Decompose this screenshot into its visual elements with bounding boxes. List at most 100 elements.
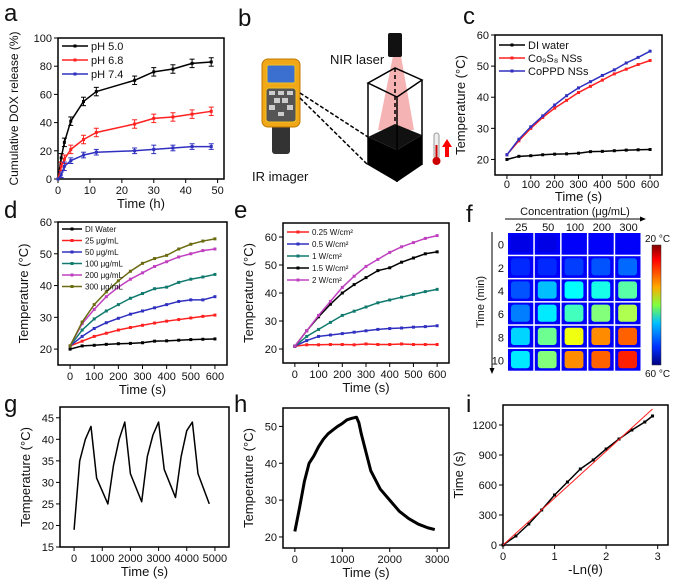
x-tick-label: 400 <box>157 371 175 383</box>
series-line <box>502 415 653 546</box>
series-series-1 <box>502 408 653 546</box>
plot-frame <box>282 407 450 549</box>
x-tick-label: 0 <box>500 551 506 563</box>
x-tick-label: 600 <box>428 369 446 381</box>
y-tick-label: 60 <box>265 232 277 244</box>
heatmap-column-label: 100 <box>566 222 584 234</box>
series-series-0 <box>293 415 436 532</box>
data-point <box>177 255 181 259</box>
data-point <box>153 264 157 268</box>
series-DI water <box>505 147 652 161</box>
plot-frame <box>59 406 230 548</box>
data-point <box>116 303 120 307</box>
data-point <box>177 338 181 342</box>
heatmap-column-label: 50 <box>542 222 554 234</box>
legend-marker <box>296 266 300 270</box>
legend-marker <box>73 58 77 62</box>
data-point <box>116 328 120 332</box>
data-point <box>328 343 332 347</box>
data-point <box>364 264 368 268</box>
data-point <box>190 61 194 65</box>
data-point <box>317 313 321 317</box>
legend-label: 100 μg/mL <box>85 259 124 268</box>
legend-label: DI Water <box>85 225 117 234</box>
data-point <box>527 522 531 526</box>
y-axis-label: Temperature (°C) <box>16 244 31 344</box>
colorbar-bottom-label: 60 °C <box>645 369 670 380</box>
data-point <box>435 234 439 238</box>
series-2 W/cm² <box>293 234 439 348</box>
data-point <box>565 94 569 98</box>
data-point <box>153 321 157 325</box>
nir-laser-icon <box>378 33 414 130</box>
x-tick-label: 2 <box>603 551 609 563</box>
series-1 W/cm² <box>293 287 439 348</box>
data-point <box>578 467 582 471</box>
concentration-arrow-head <box>640 216 646 222</box>
data-point <box>340 291 344 295</box>
data-point <box>177 247 181 251</box>
x-tick-label: 400 <box>381 369 399 381</box>
data-point <box>376 343 380 347</box>
data-point <box>591 458 595 462</box>
y-tick-label: 100 <box>34 33 52 45</box>
x-axis-label: Time (s) <box>342 380 389 395</box>
heatmap-cell <box>618 304 637 322</box>
data-point <box>213 313 217 317</box>
data-point <box>423 343 427 347</box>
data-point <box>600 149 604 153</box>
data-point <box>400 245 404 249</box>
x-tick-label: 0 <box>292 369 298 381</box>
series-DI Water <box>68 337 217 351</box>
data-point <box>213 247 217 251</box>
data-point <box>435 324 439 328</box>
heatmap-cell <box>511 351 530 369</box>
x-tick-label: 5000 <box>203 553 227 565</box>
data-point <box>62 157 66 161</box>
heatmap-cell <box>537 351 557 369</box>
data-point <box>59 156 63 160</box>
data-point <box>201 314 205 318</box>
data-point <box>624 67 628 71</box>
series-line <box>73 421 210 530</box>
x-tick-label: 600 <box>641 179 659 191</box>
data-point <box>189 242 193 246</box>
x-tick-label: 400 <box>593 179 611 191</box>
legend-marker <box>296 242 300 246</box>
data-point <box>152 116 156 120</box>
data-point <box>364 276 368 280</box>
legend-marker <box>510 69 514 73</box>
data-point <box>165 253 169 257</box>
legend-marker <box>70 239 74 242</box>
x-tick-label: 100 <box>522 179 540 191</box>
data-point <box>328 333 332 337</box>
data-point <box>423 290 427 294</box>
y-axis-label: Temperature (°C) <box>453 55 468 155</box>
x-tick-label: 2000 <box>377 554 401 566</box>
data-point <box>116 285 120 289</box>
data-point <box>435 343 439 347</box>
series-line <box>502 408 653 546</box>
data-point <box>213 337 217 341</box>
heatmap-cell <box>591 235 611 253</box>
legend-label: 50 μg/mL <box>85 248 119 257</box>
data-point <box>141 323 144 327</box>
data-point <box>352 343 356 347</box>
data-point <box>177 318 181 322</box>
data-point <box>62 164 66 168</box>
legend-marker <box>70 262 74 265</box>
chart-d: 0 100 200 300 400 500 600 20 30 40 50 60 Time (s) Tem… <box>16 217 228 397</box>
x-tick-label: 40 <box>180 185 192 197</box>
x-tick-label: 3000 <box>425 554 449 566</box>
heatmap-cell <box>591 327 611 345</box>
heatmap-column-label: 25 <box>515 222 527 234</box>
data-point <box>128 296 132 300</box>
data-point <box>630 428 634 432</box>
y-tick-label: 60 <box>40 89 52 101</box>
data-point <box>190 112 194 116</box>
data-point <box>152 70 156 74</box>
panel-letter-f: f <box>466 201 473 228</box>
data-point <box>505 153 509 157</box>
data-point <box>201 239 205 243</box>
